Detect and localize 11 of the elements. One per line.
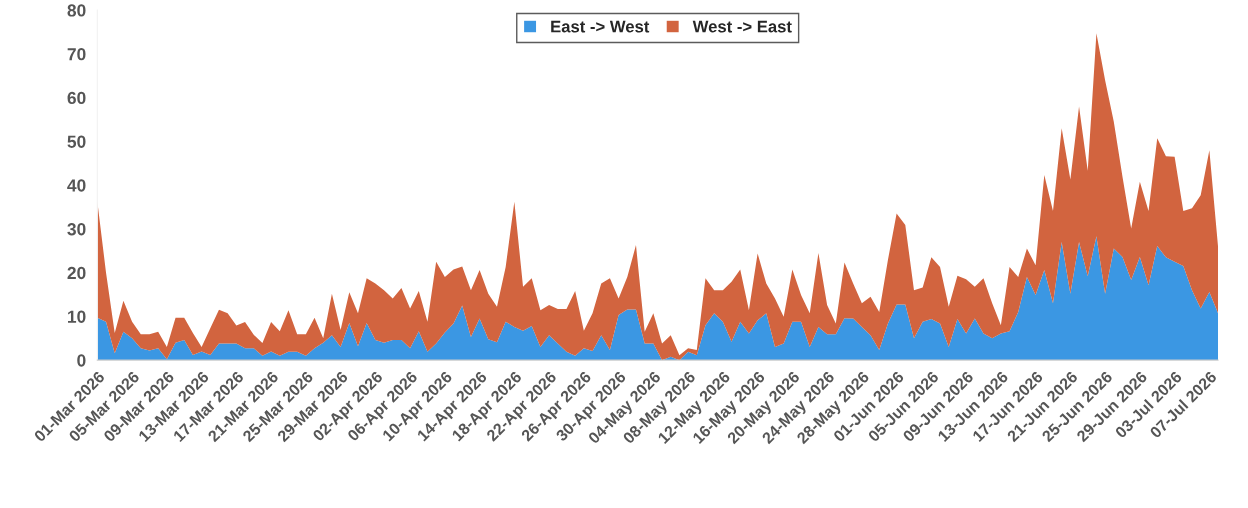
y-tick-label: 40 bbox=[67, 179, 86, 192]
y-tick-label: 80 bbox=[67, 4, 86, 17]
legend-label: West -> East bbox=[692, 20, 792, 33]
y-tick-label: 50 bbox=[67, 135, 86, 148]
y-tick-label: 60 bbox=[67, 91, 86, 105]
y-tick-label: 10 bbox=[68, 310, 86, 323]
y-tick-label: 0 bbox=[77, 354, 86, 367]
y-tick-label: 30 bbox=[67, 223, 86, 236]
legend-label: East -> West bbox=[551, 20, 650, 33]
y-tick-label: 20 bbox=[67, 266, 86, 280]
y-tick-label: 70 bbox=[67, 48, 86, 61]
